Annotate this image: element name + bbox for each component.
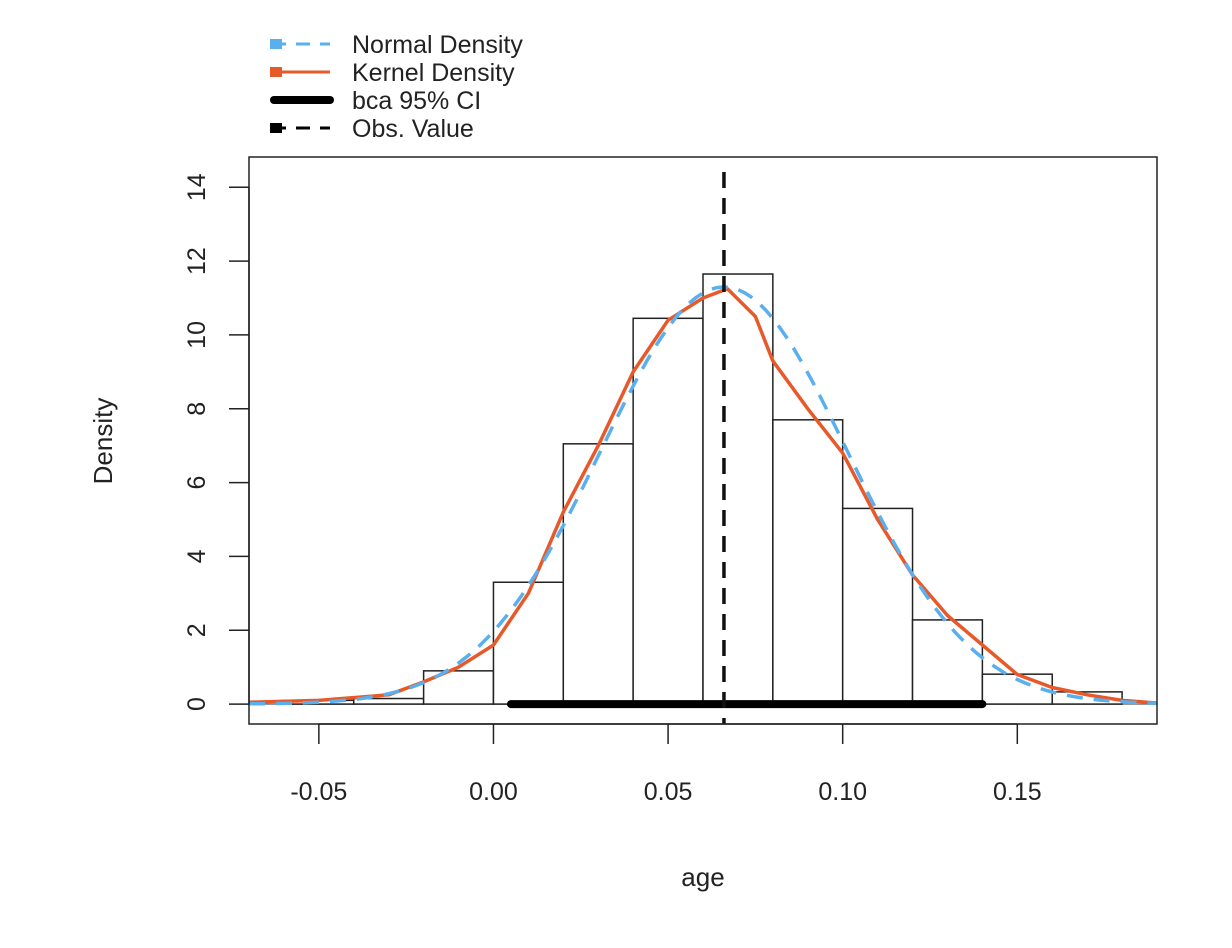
y-tick-label: 2 bbox=[183, 623, 211, 637]
y-tick-label: 6 bbox=[183, 476, 211, 490]
y-tick-label: 4 bbox=[183, 549, 211, 563]
histogram-bar bbox=[772, 419, 844, 705]
histogram-bar bbox=[632, 317, 704, 705]
y-tick-label: 10 bbox=[183, 321, 211, 349]
legend-ci-label: bca 95% CI bbox=[352, 87, 481, 115]
histogram-bar bbox=[562, 443, 634, 705]
histogram-bar bbox=[492, 581, 565, 705]
y-tick-label: 8 bbox=[183, 402, 211, 416]
y-tick-label: 0 bbox=[183, 697, 211, 711]
x-tick-label: 0.10 bbox=[818, 778, 867, 806]
y-tick-label: 14 bbox=[183, 173, 211, 201]
normal-density-line bbox=[249, 285, 1158, 706]
x-axis-label: age bbox=[681, 862, 724, 892]
x-tick-label: 0.15 bbox=[993, 778, 1042, 806]
y-tick-label: 12 bbox=[183, 247, 211, 275]
legend-kernel-label: Kernel Density bbox=[352, 59, 515, 87]
histogram-bar bbox=[911, 619, 984, 705]
histogram-bar bbox=[841, 507, 914, 705]
legend: Normal Density Kernel Density bca 95% CI… bbox=[270, 31, 523, 143]
legend-normal-label: Normal Density bbox=[352, 31, 523, 59]
x-tick-label: -0.05 bbox=[290, 778, 347, 806]
kernel-density-line bbox=[248, 287, 1158, 705]
legend-obs-label: Obs. Value bbox=[352, 115, 474, 143]
x-tick-label: 0.00 bbox=[469, 778, 518, 806]
x-tick-label: 0.05 bbox=[644, 778, 693, 806]
y-axis-label: Density bbox=[88, 398, 118, 485]
histogram-bar bbox=[702, 273, 774, 705]
